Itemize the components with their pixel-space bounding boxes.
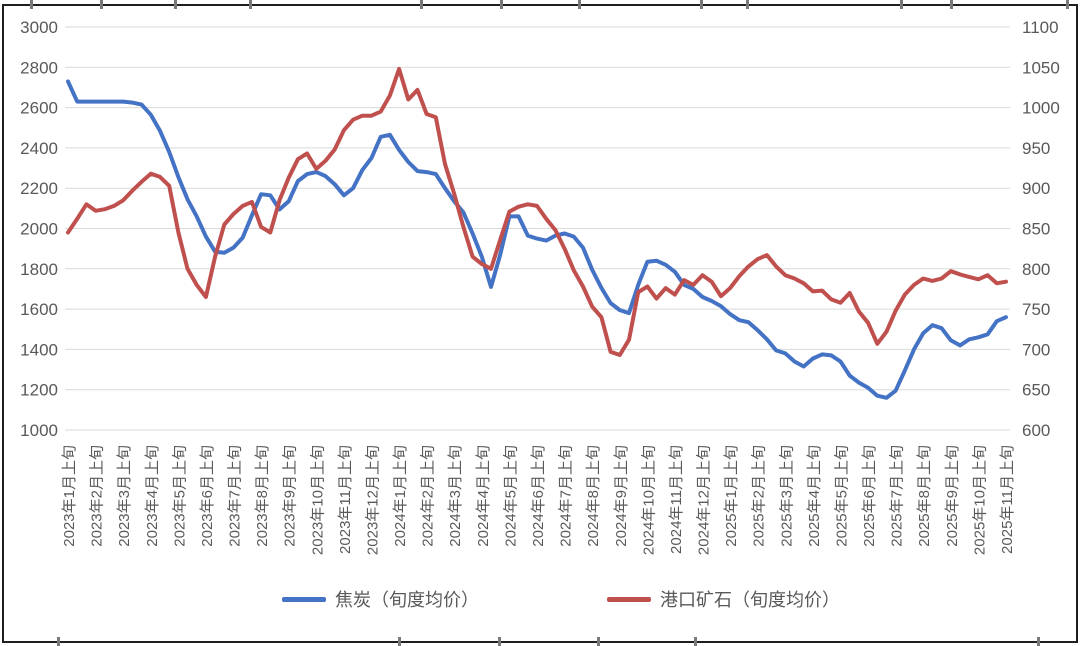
- x-axis-tick-label: 2025年1月上旬: [723, 445, 740, 547]
- sheet-edge-tick: [950, 0, 953, 9]
- series-line-coke: [66, 79, 1008, 400]
- series-line-ore: [66, 66, 1008, 357]
- sheet-edge-tick: [249, 0, 252, 9]
- x-axis-tick-label: 2025年6月上旬: [861, 445, 878, 547]
- x-axis-tick-label: 2025年11月上旬: [999, 445, 1016, 554]
- x-axis-tick-label: 2023年8月上旬: [254, 445, 271, 547]
- x-axis-tick-label: 2023年10月上旬: [309, 445, 326, 555]
- legend: 焦炭（旬度均价） 港口矿石（旬度均价）: [0, 586, 1080, 612]
- x-axis-tick-label: 2023年9月上旬: [282, 445, 299, 547]
- right-axis-tick-label: 600: [1022, 421, 1050, 440]
- left-axis-tick-label: 2200: [20, 179, 58, 198]
- x-axis-tick-label: 2025年8月上旬: [916, 445, 933, 547]
- legend-line-sample-blue: [282, 596, 326, 602]
- right-axis-tick-label: 1050: [1022, 58, 1060, 77]
- x-axis-tick-label: 2023年6月上旬: [199, 445, 216, 547]
- left-axis-tick-label: 2400: [20, 139, 58, 158]
- left-axis-tick-label: 1800: [20, 260, 58, 279]
- x-axis-tick-label: 2024年9月上旬: [613, 445, 630, 547]
- right-axis-tick-label: 1000: [1022, 99, 1060, 118]
- sheet-edge-tick: [100, 0, 103, 9]
- x-axis-tick-label: 2023年2月上旬: [89, 445, 106, 547]
- x-axis-tick-label: 2023年3月上旬: [116, 445, 133, 547]
- x-axis-tick-label: 2024年3月上旬: [447, 445, 464, 547]
- sheet-edge-tick: [597, 637, 600, 646]
- x-axis-tick-label: 2025年7月上旬: [889, 445, 906, 547]
- right-axis-tick-label: 650: [1022, 381, 1050, 400]
- x-axis-tick-label: 2024年4月上旬: [475, 445, 492, 547]
- legend-item-coke: 焦炭（旬度均价）: [282, 586, 479, 612]
- x-axis-tick-label: 2025年4月上旬: [806, 445, 823, 547]
- right-axis-tick-label: 700: [1022, 340, 1050, 359]
- x-axis-tick-label: 2023年5月上旬: [171, 445, 188, 547]
- sheet-edge-tick: [30, 0, 33, 9]
- x-axis-tick-label: 2024年1月上旬: [392, 445, 409, 547]
- right-axis-tick-label: 950: [1022, 139, 1050, 158]
- sheet-edge-tick: [746, 0, 749, 9]
- sheet-edge-tick: [900, 0, 903, 9]
- right-axis-tick-label: 1100: [1022, 18, 1059, 37]
- sheet-edge-tick: [700, 0, 703, 9]
- legend-label-coke: 焦炭（旬度均价）: [335, 590, 479, 610]
- left-axis-tick-label: 2000: [20, 220, 58, 239]
- x-axis-tick-label: 2024年12月上旬: [696, 445, 713, 555]
- x-axis-tick-label: 2025年10月上旬: [971, 445, 988, 555]
- sheet-edge-tick: [57, 637, 60, 646]
- sheet-edge-tick: [694, 637, 697, 646]
- x-axis-tick-label: 2025年9月上旬: [944, 445, 961, 547]
- x-axis-tick-label: 2024年10月上旬: [640, 445, 657, 555]
- left-axis-tick-label: 3000: [20, 18, 58, 37]
- right-axis-tick-label: 800: [1022, 260, 1050, 279]
- x-axis-tick-label: 2024年7月上旬: [558, 445, 575, 547]
- sheet-edge-tick: [1066, 0, 1069, 9]
- x-axis-tick-label: 2023年1月上旬: [61, 445, 78, 547]
- sheet-edge-tick: [498, 637, 501, 646]
- sheet-edge-tick: [578, 0, 581, 9]
- sheet-edge-tick: [1037, 637, 1040, 646]
- left-axis-tick-label: 1200: [20, 381, 58, 400]
- legend-label-ore: 港口矿石（旬度均价）: [660, 590, 840, 610]
- sheet-edge-tick: [398, 637, 401, 646]
- x-axis-tick-label: 2023年4月上旬: [144, 445, 161, 547]
- x-axis-tick-label: 2025年5月上旬: [833, 445, 850, 547]
- legend-item-ore: 港口矿石（旬度均价）: [607, 586, 840, 612]
- x-axis-tick-label: 2024年11月上旬: [668, 445, 685, 554]
- x-axis-tick-label: 2025年3月上旬: [778, 445, 795, 547]
- x-axis-tick-label: 2024年5月上旬: [502, 445, 519, 547]
- x-axis-tick-label: 2024年8月上旬: [585, 445, 602, 547]
- right-axis-tick-label: 900: [1022, 179, 1050, 198]
- left-axis-tick-label: 1000: [20, 421, 58, 440]
- x-axis-tick-label: 2023年12月上旬: [364, 445, 381, 555]
- x-axis-tick-label: 2023年7月上旬: [227, 445, 244, 547]
- left-axis-tick-label: 1600: [20, 300, 58, 319]
- x-axis-tick-label: 2023年11月上旬: [337, 445, 354, 554]
- sheet-edge-tick: [420, 0, 423, 9]
- right-axis-tick-label: 850: [1022, 220, 1050, 239]
- left-axis-tick-label: 2600: [20, 99, 58, 118]
- right-axis-tick-label: 750: [1022, 300, 1050, 319]
- left-axis-tick-label: 2800: [20, 58, 58, 77]
- left-axis-tick-label: 1400: [20, 340, 58, 359]
- legend-line-sample-red: [607, 596, 651, 602]
- x-axis-tick-label: 2024年6月上旬: [530, 445, 547, 547]
- x-axis-tick-label: 2024年2月上旬: [420, 445, 437, 547]
- sheet-edge-tick: [174, 0, 177, 9]
- sheet-edge-tick: [500, 0, 503, 9]
- x-axis-tick-label: 2025年2月上旬: [751, 445, 768, 547]
